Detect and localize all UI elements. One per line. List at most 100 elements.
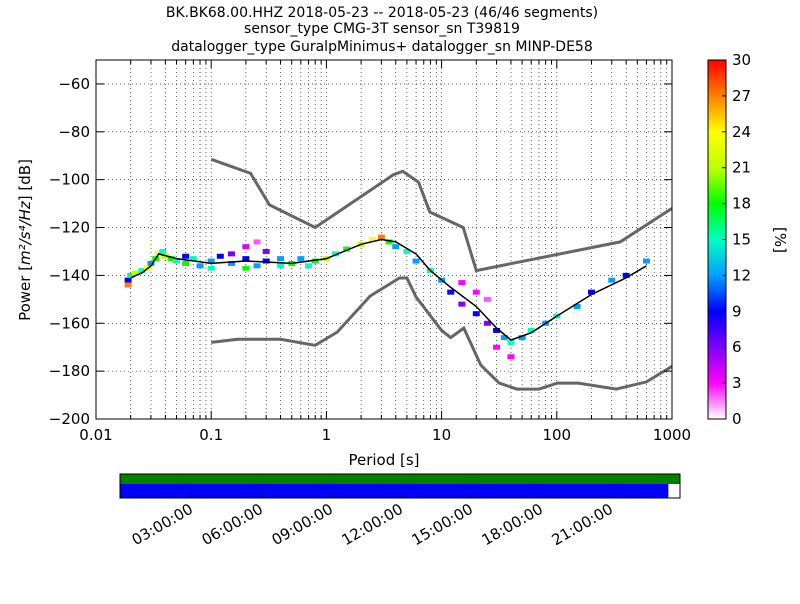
- x-tick-label: 100: [542, 426, 571, 444]
- psd-density-cell: [518, 335, 526, 341]
- psd-density-cell: [227, 251, 235, 257]
- psd-density-cell: [472, 311, 480, 317]
- psd-density-cell: [642, 258, 650, 264]
- timeline-tick-label: 21:00:00: [549, 500, 616, 549]
- timeline-tick-label: 03:00:00: [129, 500, 196, 549]
- psd-density-cell: [216, 253, 224, 259]
- chart-title-line-3: datalogger_type GuralpMinimus+ datalogge…: [171, 39, 592, 55]
- y-tick-label: −160: [49, 314, 90, 332]
- psd-density-cell: [483, 320, 491, 326]
- psd-density-cell: [262, 258, 270, 264]
- psd-density-cell: [343, 246, 351, 252]
- colorbar-tick-label: 9: [732, 302, 742, 320]
- colorbar-tick-label: 3: [732, 374, 742, 392]
- psd-density-cell: [277, 263, 285, 269]
- psd-density-cell: [472, 289, 480, 295]
- y-axis-label-suffix: ] [dB]: [16, 159, 34, 201]
- psd-density-cell: [493, 344, 501, 350]
- psd-density-cell: [207, 258, 215, 264]
- colorbar-tick-label: 6: [732, 338, 742, 356]
- psd-density-cell: [458, 280, 466, 286]
- psd-density-cell: [262, 248, 270, 254]
- y-tick-label: −60: [58, 75, 90, 93]
- x-axis-ticks: 0.01 0.1 1 10 100 1000: [79, 60, 691, 444]
- y-tick-label: −120: [49, 219, 90, 237]
- timeline-bar-bottom: [120, 484, 669, 498]
- psd-density-cell: [587, 289, 595, 295]
- x-tick-label: 1000: [653, 426, 691, 444]
- y-axis-label-prefix: Power [: [16, 265, 34, 321]
- timeline-ticks: 03:00:00 06:00:00 09:00:00 12:00:00 15:00:00…: [129, 494, 616, 549]
- plot-frame: [95, 59, 673, 420]
- colorbar-label: [%]: [771, 227, 789, 253]
- colorbar-tick-label: 21: [732, 159, 751, 177]
- psd-density-cell: [527, 327, 535, 333]
- psd-density-cell: [131, 270, 139, 276]
- psd-density-cell: [242, 256, 250, 262]
- psd-density-cell: [507, 354, 515, 360]
- psd-density-cell: [305, 263, 313, 269]
- timeline-tick-label: 12:00:00: [339, 500, 406, 549]
- y-axis-ticks: −200 −180 −160 −140 −120 −100 −80 −60: [49, 75, 672, 428]
- psd-density-cell: [182, 253, 190, 259]
- colorbar-tick-label: 12: [732, 266, 751, 284]
- timeline-tick-label: 18:00:00: [479, 500, 546, 549]
- psd-density-cell: [297, 256, 305, 262]
- psd-density-cell: [332, 251, 340, 257]
- psd-density-cell: [412, 258, 420, 264]
- psd-density-cell: [403, 248, 411, 254]
- mode-line: [130, 238, 647, 341]
- psd-density-cell: [242, 244, 250, 250]
- low-noise-model-line: [211, 276, 672, 391]
- colorbar-tick-label: 18: [732, 195, 751, 213]
- colorbar-ticks: 0 3 6 9 12 15 18 21 24 27 30: [722, 51, 751, 428]
- y-tick-label: −200: [49, 410, 90, 428]
- psd-density-cell: [385, 239, 393, 245]
- mode-line-path: [130, 238, 647, 341]
- psd-density-cell: [507, 339, 515, 345]
- psd-density-cell: [147, 260, 155, 266]
- colorbar-tick-label: 30: [732, 51, 751, 69]
- psd-density-cell: [622, 272, 630, 278]
- psd-density-cell: [392, 244, 400, 250]
- psd-density-cell: [159, 248, 167, 254]
- psd-density-cell: [377, 234, 385, 240]
- psd-density-cell: [207, 265, 215, 271]
- timeline-tick-label: 15:00:00: [409, 500, 476, 549]
- x-tick-label: 1: [322, 426, 332, 444]
- x-tick-label: 0.01: [79, 426, 112, 444]
- psd-density-cell: [189, 256, 197, 262]
- psd-density-cell: [573, 304, 581, 310]
- psd-density-cell: [253, 239, 261, 245]
- psd-density-cell: [242, 265, 250, 271]
- y-axis-label-unit: m²/s⁴/Hz: [16, 200, 34, 265]
- x-tick-label: 10: [432, 426, 451, 444]
- psd-density-cell: [253, 263, 261, 269]
- psd-density-cell: [124, 277, 132, 283]
- psd-density-cell: [500, 335, 508, 341]
- psd-density-cell: [277, 256, 285, 262]
- colorbar-tick-label: 27: [732, 87, 751, 105]
- psd-density-cell: [368, 237, 376, 242]
- psd-density-cell: [196, 263, 204, 269]
- y-axis-label: Power [m²/s⁴/Hz] [dB]: [16, 159, 34, 321]
- y-tick-label: −100: [49, 171, 90, 189]
- psd-density-cell: [173, 258, 181, 264]
- x-tick-label: 0.1: [199, 426, 223, 444]
- chart-title-line-1: BK.BK68.00.HHZ 2018-05-23 -- 2018-05-23 …: [166, 5, 598, 21]
- psd-density-cell: [483, 296, 491, 302]
- psd-density-cell: [227, 260, 235, 266]
- psd-density-cell: [127, 272, 135, 278]
- psd-density-cell: [138, 268, 146, 274]
- timeline-tick-label: 06:00:00: [199, 500, 266, 549]
- y-tick-label: −140: [49, 266, 90, 284]
- chart-title-line-2: sensor_type CMG-3T sensor_sn T39819: [244, 21, 520, 37]
- high-noise-model-line: [210, 157, 672, 273]
- timeline-bar-top: [120, 474, 680, 484]
- psd-density-cell: [182, 260, 190, 266]
- psd-density-cell: [311, 258, 319, 264]
- timeline-tick-label: 09:00:00: [269, 500, 336, 549]
- colorbar-tick-label: 24: [732, 123, 751, 141]
- psd-density-cell: [608, 277, 616, 283]
